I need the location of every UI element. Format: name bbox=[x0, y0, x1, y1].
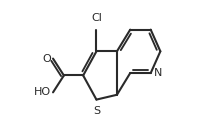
Text: N: N bbox=[154, 68, 162, 78]
Text: Cl: Cl bbox=[91, 13, 102, 23]
Text: S: S bbox=[93, 106, 100, 116]
Text: O: O bbox=[42, 54, 51, 64]
Text: HO: HO bbox=[34, 87, 51, 97]
